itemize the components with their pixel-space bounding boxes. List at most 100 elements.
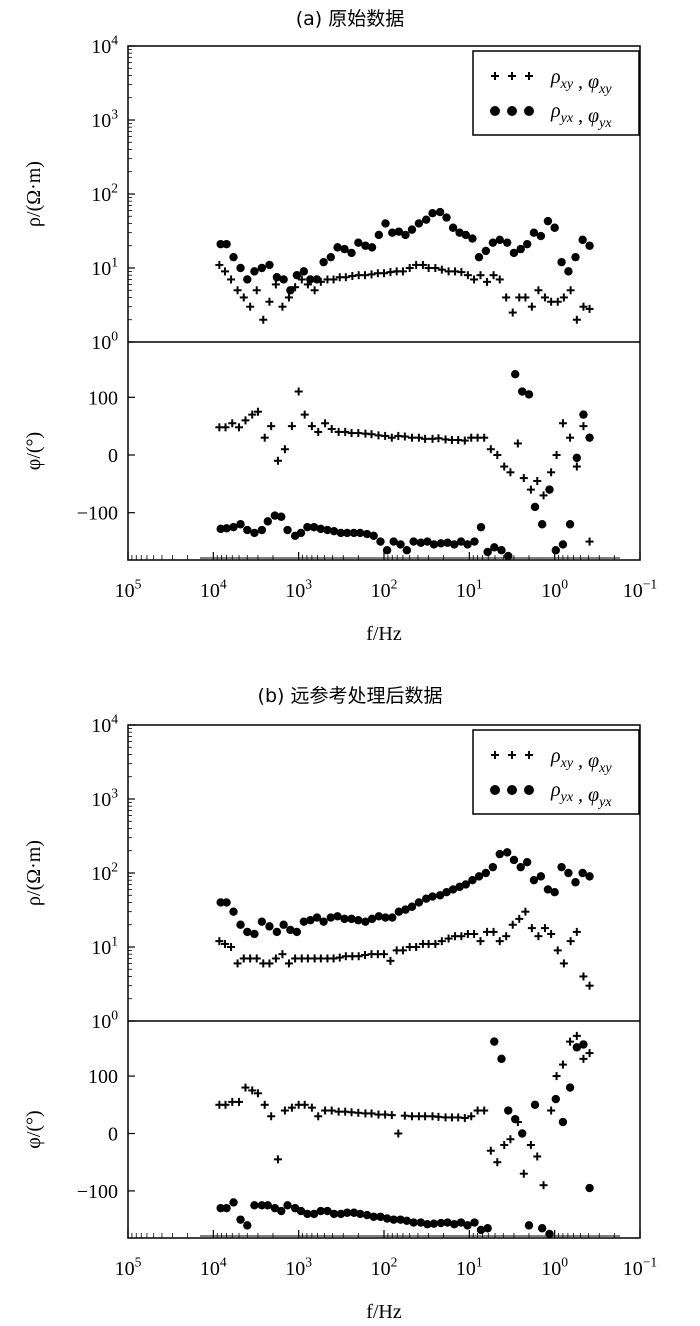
rho-yx-point — [428, 209, 437, 218]
phi-yx-point — [396, 540, 405, 549]
phi-yx-point — [436, 1218, 446, 1228]
phi-tick-label: −100 — [77, 1181, 118, 1203]
rho-yx-point — [312, 913, 322, 922]
phi-xy-point — [513, 439, 522, 448]
x-tick-label: 100 — [541, 1255, 568, 1280]
phi-xy-point — [539, 491, 548, 500]
rho-yx-point — [474, 252, 484, 262]
phi-xy-point — [394, 1129, 403, 1138]
legend-dot-marker — [490, 106, 500, 116]
rho-yx-point — [557, 862, 566, 872]
rho-yx-point — [229, 907, 238, 916]
rho-yx-point — [414, 898, 424, 907]
phi-yx-point — [572, 1043, 582, 1052]
phi-xy-point — [287, 1103, 296, 1112]
phi-yx-point — [463, 1221, 472, 1230]
phi-xy-point — [519, 474, 528, 483]
rho-yx-point — [381, 913, 390, 922]
phi-yx-point — [558, 540, 568, 549]
rho-yx-point — [306, 275, 315, 284]
legend-entry-xy: ρxy , φxy — [550, 745, 612, 776]
rho-yx-point — [502, 238, 512, 247]
phi-yx-point — [309, 522, 319, 532]
phi-yx-point — [309, 1209, 319, 1219]
rho-yx-point — [272, 273, 282, 282]
phi-yx-point — [222, 524, 231, 533]
rho-xy-point — [495, 937, 504, 946]
rho-yx-point — [557, 257, 566, 267]
phi-yx-point — [470, 537, 479, 546]
rho-xy-point — [354, 952, 363, 961]
rho-yx-point — [229, 252, 238, 262]
rho-xy-point — [284, 959, 293, 968]
rho-xy-point — [271, 954, 280, 963]
phi-xy-point — [480, 433, 489, 442]
rho-xy-point — [476, 271, 485, 280]
chart-b: (b) 远参考处理后数据 100 101 102 103 104 100 0 −100 ρ/(Ω·… — [23, 685, 657, 1323]
rho-xy-point — [431, 939, 440, 948]
phi-yx-point — [423, 537, 432, 546]
rho-yx-point — [578, 868, 587, 878]
phi-yx-point — [402, 1216, 412, 1225]
rho-yx-point — [243, 927, 252, 937]
rho-yx-point — [488, 862, 498, 872]
rho-xy-point — [502, 293, 511, 302]
rho-xy-point — [470, 929, 479, 938]
rho-yx-point — [461, 230, 471, 240]
phi-xy-point — [347, 1108, 356, 1117]
legend-plus-marker — [491, 72, 499, 80]
rho-yx-point — [481, 246, 491, 256]
rho-yx-point — [319, 917, 328, 926]
legend-box — [472, 50, 640, 136]
rho-yx-point — [550, 223, 559, 232]
legend-plus-marker — [508, 751, 516, 759]
rho-axis-label: ρ/(Ω·m) — [23, 161, 45, 227]
rho-yx-point — [292, 270, 302, 280]
rho-xy-point — [418, 260, 427, 269]
phi-xy-point — [506, 1135, 515, 1144]
phi-xy-point — [486, 1146, 495, 1155]
phi-xy-point — [400, 1111, 409, 1120]
rho-xy-point — [495, 275, 504, 284]
phi-tick-label: 100 — [88, 1066, 118, 1088]
phi-yx-point — [476, 522, 486, 532]
phi-yx-point — [423, 1220, 432, 1229]
phi-xy-point — [500, 462, 509, 471]
x-tick-label: 102 — [371, 1255, 398, 1280]
phi-yx-point — [270, 511, 280, 520]
phi-xy-point — [221, 423, 230, 432]
legend-entry-yx: ρyx , φyx — [550, 100, 612, 131]
phi-yx-point — [565, 1083, 575, 1092]
x-tick-label: 100 — [541, 577, 568, 602]
rho-xy-point — [246, 302, 255, 311]
phi-yx-point — [382, 1214, 392, 1223]
phi-xy-point — [533, 476, 542, 485]
rho-yx-point — [216, 239, 225, 249]
phi-yx-point — [518, 1129, 527, 1138]
rho-yx-point — [442, 213, 451, 222]
phi-xy-point — [221, 1100, 230, 1109]
x-axis-label: f/Hz — [366, 1301, 402, 1323]
rho-xy-point — [553, 946, 562, 955]
phi-yx-point — [329, 526, 339, 536]
phi-xy-point — [400, 432, 409, 441]
rho-xy-point — [521, 907, 530, 916]
rho-yx-point — [340, 244, 349, 254]
phi-yx-point — [389, 537, 398, 546]
phi-xy-point — [506, 468, 515, 477]
rho-xy-point — [540, 924, 549, 933]
phi-tick-label: 100 — [88, 387, 118, 409]
rho-xy-point — [310, 286, 319, 295]
phi-yx-point — [416, 1218, 426, 1227]
phi-yx-point — [524, 1221, 534, 1230]
rho-xy-point — [547, 929, 556, 938]
rho-xy-point — [398, 267, 407, 276]
phi-xy-point — [327, 425, 336, 434]
phi-xy-point — [407, 433, 416, 442]
phi-xy-point — [493, 451, 502, 459]
phi-yx-point — [511, 1114, 520, 1124]
phi-yx-point — [463, 540, 472, 549]
phi-xy-point — [500, 1140, 509, 1149]
phi-yx-point — [483, 547, 492, 557]
rho-yx-point — [236, 920, 245, 929]
